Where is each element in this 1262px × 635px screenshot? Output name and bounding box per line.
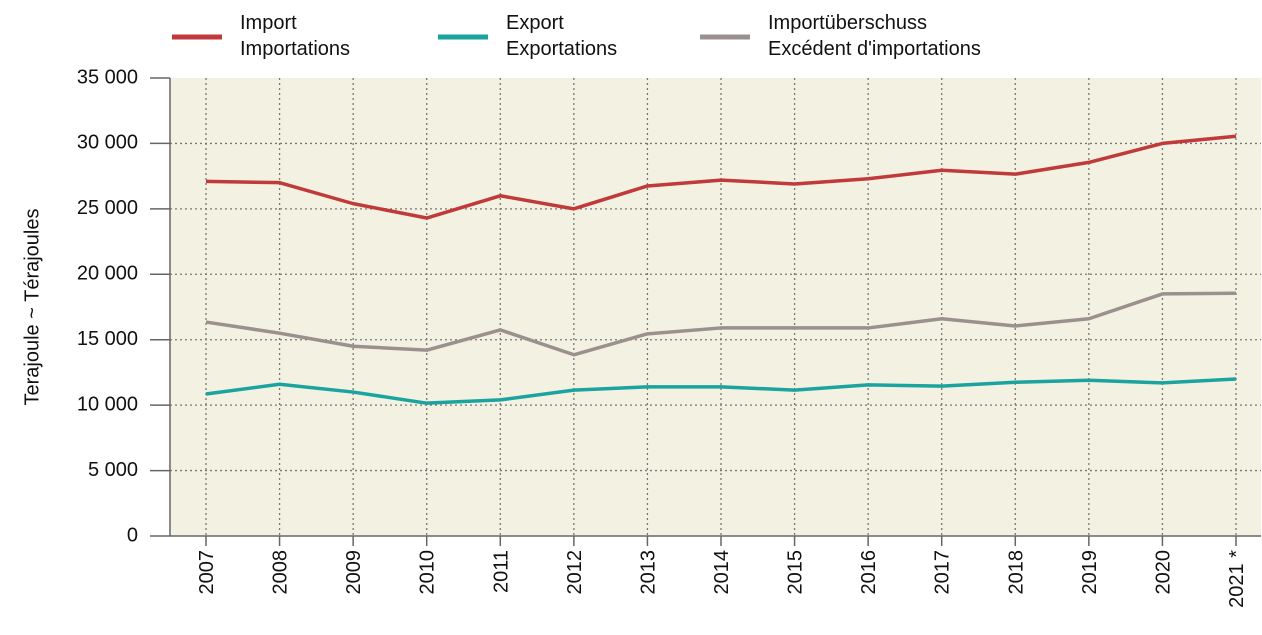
x-tick-label: 2017 (932, 550, 954, 595)
y-tick-label: 5 000 (88, 459, 138, 481)
line (205, 291, 1237, 357)
legend-label: Exportations (506, 38, 617, 60)
x-tick-label: 2012 (564, 550, 586, 595)
x-tick-label: 2015 (785, 550, 807, 595)
x-tick-label: 2010 (417, 550, 439, 595)
legend-label: Export (506, 12, 564, 34)
x-tick-label: 2009 (343, 550, 365, 595)
x-tick-label: 2020 (1152, 550, 1174, 595)
y-tick-label: 30 000 (77, 132, 138, 154)
y-tick-label: 15 000 (77, 328, 138, 350)
plot-area (170, 78, 1261, 536)
y-tick-label: 10 000 (77, 393, 138, 415)
x-tick-label: 2011 (490, 550, 512, 593)
y-tick-label: 0 (127, 524, 138, 546)
y-tick-label: 35 000 (77, 66, 138, 88)
y-tick-label: 25 000 (77, 197, 138, 219)
legend-label: Importations (240, 38, 350, 60)
x-tick-label: 2021 * (1226, 550, 1248, 608)
x-tick-label: 2013 (637, 550, 659, 595)
x-tick-label: 2019 (1079, 550, 1101, 595)
x-tick-label: 2008 (270, 550, 292, 595)
line (205, 377, 1237, 405)
line (205, 134, 1237, 220)
legend-label: Importüberschuss (768, 12, 927, 34)
x-tick-label: 2007 (196, 550, 218, 595)
y-axis-label: Terajoule ~ Térajoules (21, 209, 43, 406)
legend-label: Import (240, 12, 297, 34)
y-tick-label: 20 000 (77, 263, 138, 285)
x-tick-label: 2018 (1005, 550, 1027, 595)
legend-label: Excédent d'importations (768, 38, 981, 60)
x-tick-label: 2016 (858, 550, 880, 595)
x-tick-label: 2014 (711, 550, 733, 595)
